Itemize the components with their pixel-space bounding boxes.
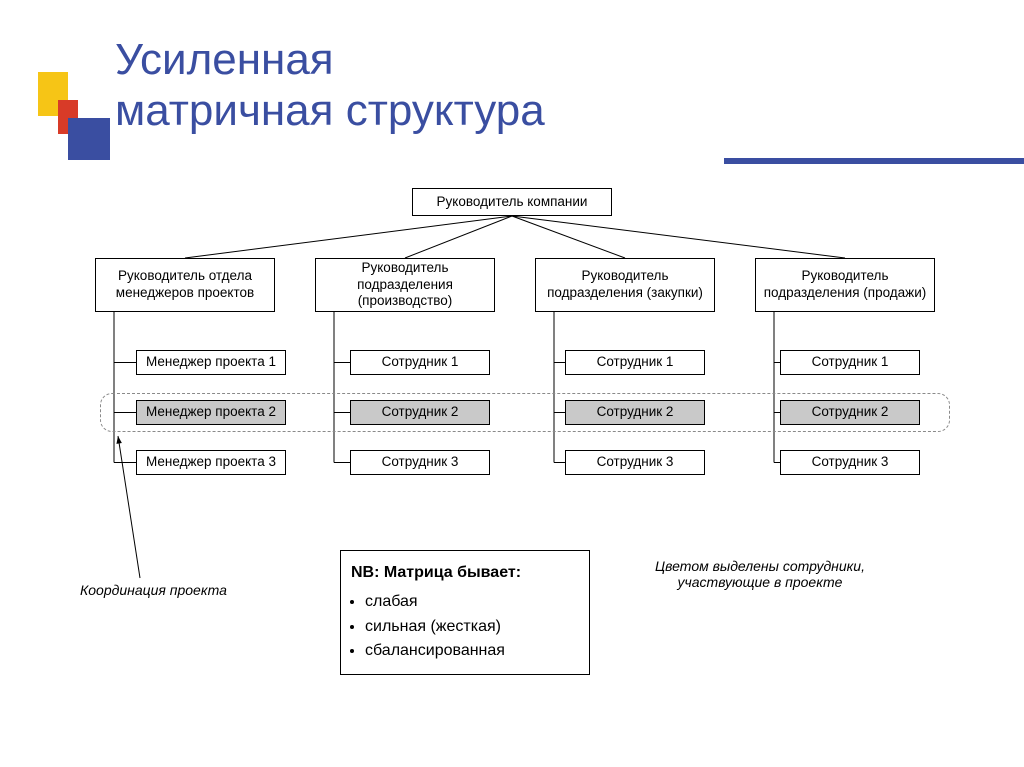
org-chart: Руководитель компании Руководитель отдела…: [0, 0, 1024, 767]
node-manager-0: Руководитель отдела менеджеров проектов: [95, 258, 275, 312]
node-col1-row2: Сотрудник 3: [350, 450, 490, 475]
node-manager-1: Руководитель подразделения (производство…: [315, 258, 495, 312]
node-col2-row0: Сотрудник 1: [565, 350, 705, 375]
connectors-svg: [0, 0, 1024, 767]
node-col0-row2: Менеджер проекта 3: [136, 450, 286, 475]
node-col3-row2: Сотрудник 3: [780, 450, 920, 475]
node-manager-3: Руководитель подразделения (продажи): [755, 258, 935, 312]
node-col1-row0: Сотрудник 1: [350, 350, 490, 375]
node-company-head: Руководитель компании: [412, 188, 612, 216]
node-col3-row0: Сотрудник 1: [780, 350, 920, 375]
node-col2-row2: Сотрудник 3: [565, 450, 705, 475]
project-group-outline: [100, 393, 950, 432]
node-manager-2: Руководитель подразделения (закупки): [535, 258, 715, 312]
node-col0-row0: Менеджер проекта 1: [136, 350, 286, 375]
